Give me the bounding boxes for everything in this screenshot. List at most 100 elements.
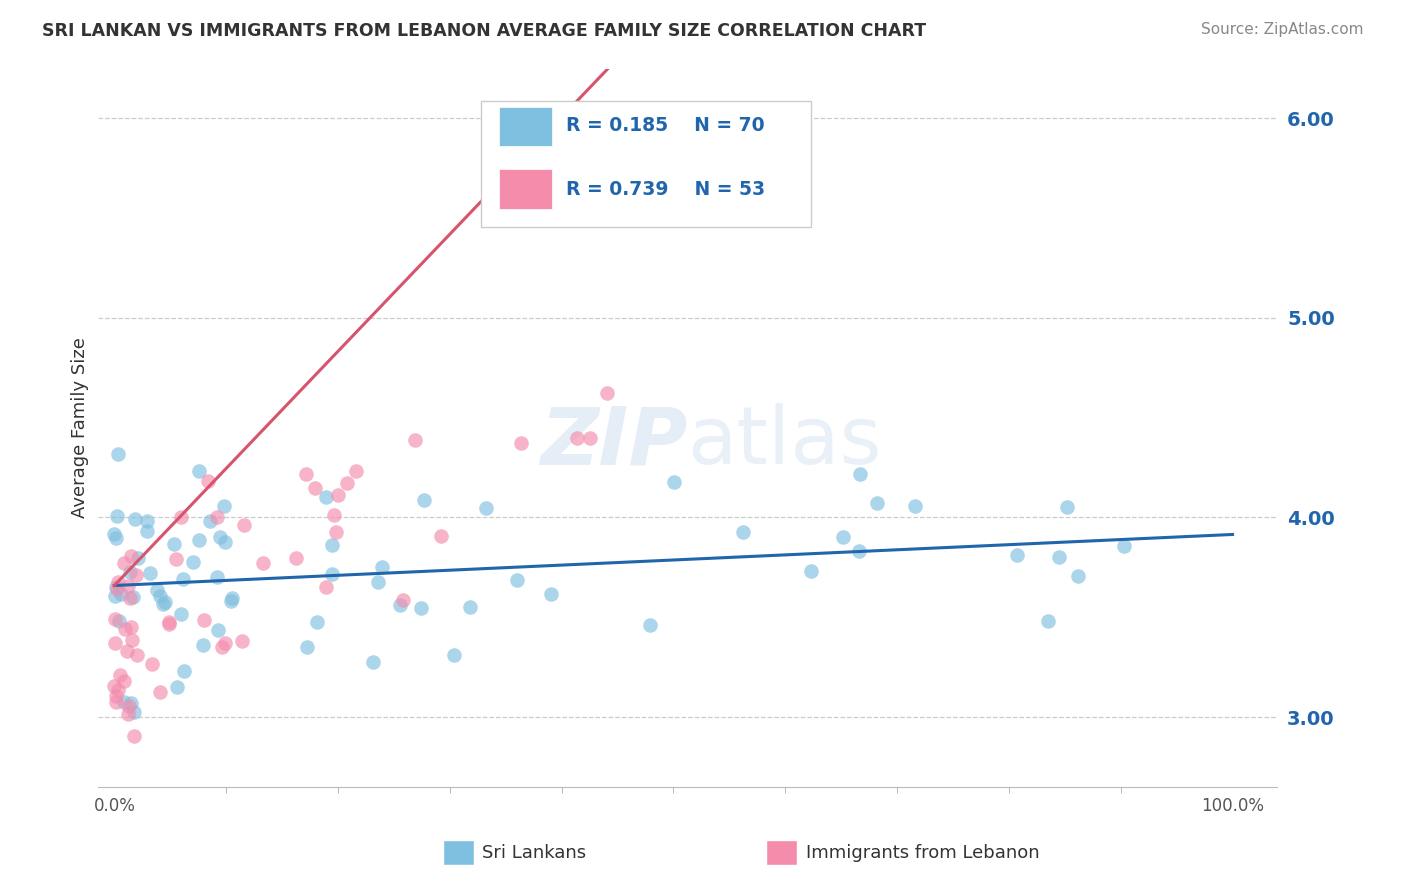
Y-axis label: Average Family Size: Average Family Size (72, 337, 89, 518)
Point (295, 640, 318, 655)
Text: ZIP: ZIP (540, 403, 688, 481)
Point (458, 599, 481, 614)
Point (596, 385, 619, 400)
Point (211, 640, 233, 654)
Point (214, 636, 236, 650)
Point (103, 679, 125, 693)
Point (1005, 549, 1028, 563)
Point (149, 685, 172, 699)
Point (1047, 550, 1070, 565)
Point (336, 475, 359, 490)
Text: atlas: atlas (688, 403, 882, 481)
Point (187, 464, 209, 478)
Point (506, 573, 529, 587)
Point (157, 617, 180, 632)
Point (112, 556, 135, 570)
Point (118, 698, 141, 713)
Point (112, 674, 135, 689)
Point (205, 510, 228, 524)
Point (231, 634, 253, 648)
Point (127, 550, 149, 565)
Point (344, 464, 367, 478)
Point (662, 475, 685, 489)
Point (191, 639, 214, 653)
Point (120, 620, 142, 634)
Point (152, 598, 174, 612)
Point (193, 613, 215, 627)
Point (105, 689, 128, 703)
Point (430, 528, 453, 542)
Point (219, 594, 242, 608)
Point (404, 434, 426, 448)
Point (214, 535, 236, 549)
Point (315, 490, 337, 504)
Point (153, 594, 176, 608)
Point (104, 636, 127, 650)
Point (117, 579, 139, 593)
Point (122, 705, 145, 719)
Point (108, 614, 131, 628)
Point (207, 624, 229, 638)
Point (389, 599, 412, 613)
Point (540, 587, 562, 601)
FancyBboxPatch shape (499, 169, 551, 209)
Point (103, 589, 125, 603)
Point (509, 436, 531, 450)
Point (104, 532, 127, 546)
Point (579, 431, 602, 445)
Point (475, 500, 498, 515)
Point (315, 580, 337, 594)
Point (1056, 500, 1078, 515)
Point (800, 564, 823, 578)
Point (322, 508, 344, 523)
Point (198, 514, 221, 528)
Point (325, 524, 347, 539)
Point (181, 555, 204, 569)
Point (284, 550, 307, 565)
Point (170, 509, 193, 524)
Point (848, 544, 870, 558)
Point (117, 644, 139, 658)
Point (114, 622, 136, 636)
Point (139, 566, 162, 580)
Point (125, 648, 148, 662)
Point (904, 500, 927, 514)
Point (221, 591, 243, 605)
Point (163, 537, 186, 551)
Text: SRI LANKAN VS IMMIGRANTS FROM LEBANON AVERAGE FAMILY SIZE CORRELATION CHART: SRI LANKAN VS IMMIGRANTS FROM LEBANON AV… (42, 22, 927, 40)
Point (122, 590, 145, 604)
Point (172, 573, 194, 587)
Point (170, 607, 193, 621)
Point (120, 696, 142, 710)
Point (411, 600, 433, 615)
Point (105, 582, 128, 596)
Point (1114, 539, 1136, 553)
Point (443, 648, 465, 662)
Text: Sri Lankans: Sri Lankans (482, 844, 586, 862)
Point (108, 668, 131, 682)
Point (252, 556, 274, 570)
Point (120, 549, 142, 564)
Point (638, 618, 661, 632)
Point (107, 682, 129, 697)
Point (104, 695, 127, 709)
Point (321, 566, 343, 581)
Point (104, 612, 127, 626)
Point (304, 482, 326, 496)
Point (1038, 614, 1060, 628)
Text: Immigrants from Lebanon: Immigrants from Lebanon (806, 844, 1039, 862)
Point (103, 527, 125, 541)
Point (165, 552, 187, 566)
Text: R = 0.739    N = 53: R = 0.739 N = 53 (567, 179, 765, 199)
Point (122, 729, 145, 743)
Point (361, 655, 384, 669)
Point (233, 517, 256, 532)
Point (104, 580, 127, 594)
Point (105, 508, 128, 523)
Text: R = 0.185    N = 70: R = 0.185 N = 70 (567, 117, 765, 136)
Point (135, 514, 157, 528)
Point (124, 512, 146, 526)
Point (367, 574, 389, 589)
Point (157, 615, 180, 629)
Point (118, 565, 141, 579)
